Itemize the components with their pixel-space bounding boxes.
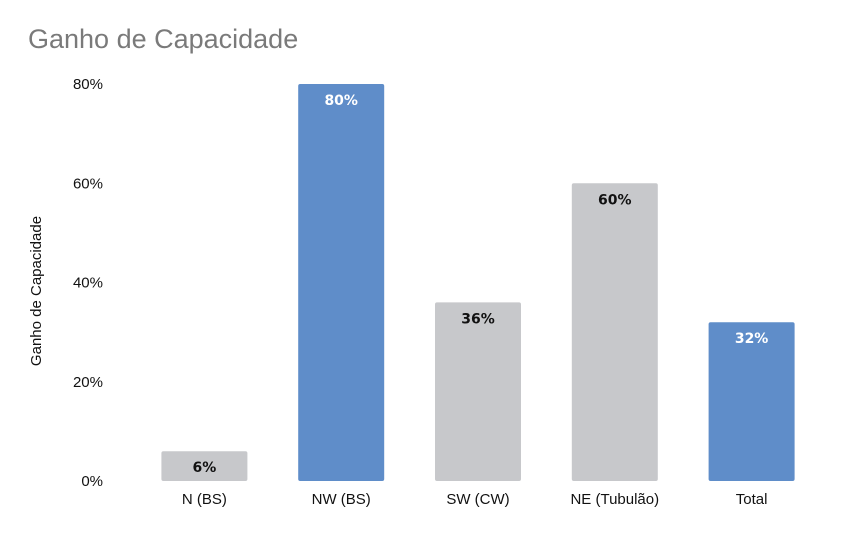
x-axis-ticks: N (BS) NW (BS) SW (CW) NE (Tubulão) Total (182, 491, 768, 508)
y-tick-label: 20% (73, 374, 103, 391)
x-tick-label: NW (BS) (312, 491, 371, 508)
y-tick-label: 80% (73, 76, 103, 93)
bar (708, 322, 795, 481)
x-tick-label: N (BS) (182, 491, 227, 508)
bar-data-labels: 6% 80% 36% 60% 32% (193, 93, 769, 476)
bar-data-label: 80% (324, 93, 358, 109)
bar-data-label: 6% (193, 460, 217, 476)
bar (298, 84, 385, 481)
x-tick-label: NE (Tubulão) (570, 491, 659, 508)
bar-data-label: 36% (461, 311, 495, 327)
y-axis-ticks: 0% 20% 40% 60% 80% (73, 76, 103, 490)
bars (161, 84, 795, 481)
x-tick-label: SW (CW) (446, 491, 509, 508)
y-tick-label: 0% (81, 473, 103, 490)
y-tick-label: 60% (73, 175, 103, 192)
chart-title: Ganho de Capacidade (28, 24, 299, 54)
bar (161, 451, 248, 481)
x-tick-label: Total (736, 491, 768, 508)
bar-data-label: 32% (735, 331, 769, 347)
y-tick-label: 40% (73, 275, 103, 292)
bar (435, 302, 521, 481)
bar (571, 183, 658, 481)
bar-data-label: 60% (598, 192, 632, 208)
y-axis-title: Ganho de Capacidade (28, 216, 45, 366)
